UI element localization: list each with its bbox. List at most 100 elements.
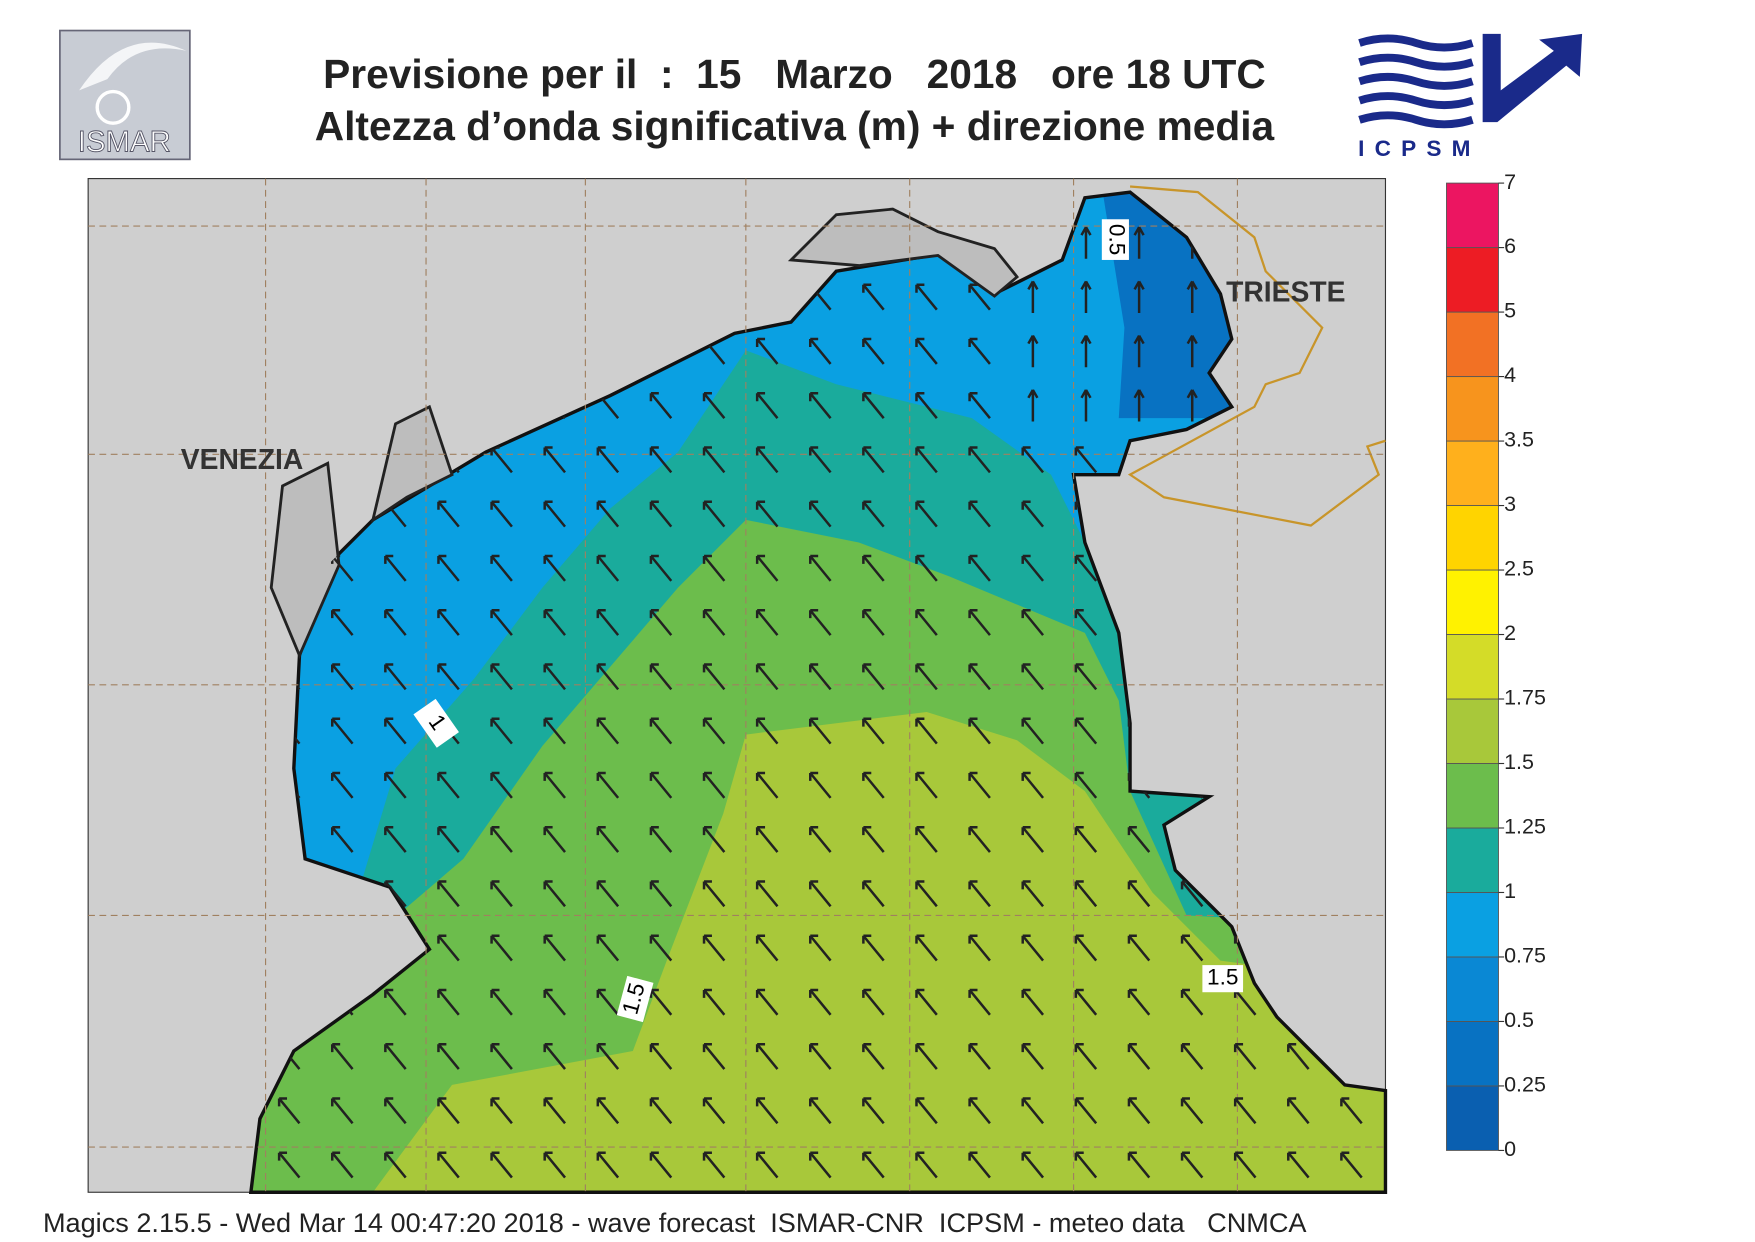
arrow	[1027, 280, 1039, 314]
arrow	[490, 609, 513, 636]
arrow	[649, 663, 673, 691]
arrow	[1127, 1042, 1151, 1070]
arrow	[702, 934, 726, 962]
arrow	[968, 880, 991, 908]
arrow	[1027, 335, 1039, 368]
arrow	[384, 1151, 407, 1179]
arrow	[862, 446, 885, 474]
arrow	[1074, 1151, 1098, 1179]
arrow	[702, 717, 726, 745]
arrow	[809, 771, 832, 799]
arrow	[755, 609, 779, 636]
arrow	[649, 1097, 673, 1125]
arrow	[968, 663, 991, 691]
arrow	[915, 500, 938, 528]
arrow	[490, 717, 513, 745]
arrow	[384, 717, 407, 745]
arrow	[915, 880, 938, 908]
arrow	[1127, 880, 1151, 908]
arrow	[596, 880, 620, 908]
arrow	[809, 934, 832, 962]
colorbar-label: 0.75	[1504, 944, 1546, 968]
colorbar-label: 2.5	[1504, 557, 1534, 581]
arrow	[809, 1151, 832, 1179]
arrow	[862, 988, 885, 1016]
arrow	[915, 609, 938, 636]
arrow	[1021, 609, 1045, 636]
arrow	[862, 609, 885, 636]
place-label: VENEZIA	[181, 443, 303, 475]
arrow	[1180, 988, 1204, 1016]
arrow	[1133, 280, 1145, 314]
arrow	[755, 880, 779, 908]
logo-text: ICPSM	[1358, 136, 1480, 161]
arrow	[702, 825, 726, 853]
arrow	[1080, 280, 1092, 314]
arrow	[543, 988, 566, 1016]
label-box	[413, 698, 459, 748]
arrow	[915, 446, 938, 474]
arrow	[277, 1097, 301, 1125]
colorbar-bin	[1446, 1021, 1499, 1087]
arrow	[1074, 717, 1098, 745]
arrow	[649, 771, 673, 799]
arrow	[1180, 934, 1204, 962]
arrow	[543, 663, 566, 691]
colorbar-label: 3.5	[1504, 428, 1534, 452]
arrow	[809, 1097, 832, 1125]
arrow	[1021, 825, 1045, 853]
colorbar-label: 6	[1504, 234, 1516, 258]
colorbar-bin	[1446, 698, 1499, 764]
colorbar-bin	[1446, 505, 1499, 571]
arrow	[437, 663, 460, 691]
arrow	[1133, 335, 1145, 368]
colorbar-label: 2	[1504, 621, 1516, 645]
place-label: TRIESTE	[1226, 276, 1345, 308]
arrow	[1021, 934, 1045, 962]
arrow	[862, 934, 885, 962]
arrow	[702, 663, 726, 691]
arrow	[702, 554, 726, 582]
arrow	[330, 717, 354, 745]
arrow	[543, 1151, 566, 1179]
colorbar-label: 0.25	[1504, 1073, 1546, 1097]
colorbar-label: 1.25	[1504, 815, 1546, 839]
arrow	[968, 500, 991, 528]
colorbar-bin	[1446, 956, 1499, 1022]
arrow	[1233, 1151, 1257, 1179]
colorbar-label: 1.75	[1504, 686, 1546, 710]
arrow	[1127, 934, 1151, 962]
arrow	[968, 554, 991, 582]
arrow	[1287, 1042, 1310, 1070]
arrow	[1080, 389, 1092, 422]
arrow	[1287, 1097, 1310, 1125]
arrow	[596, 1151, 620, 1179]
contour-label: 1	[413, 698, 459, 748]
arrow	[755, 337, 779, 365]
arrow	[1127, 1097, 1151, 1125]
arrow	[915, 825, 938, 853]
arrow	[1233, 1097, 1257, 1125]
arrow	[862, 825, 885, 853]
arrow	[384, 1097, 407, 1125]
arrow	[596, 934, 620, 962]
colorbar-label: 0	[1504, 1137, 1516, 1161]
arrow	[596, 446, 620, 474]
arrow	[543, 880, 566, 908]
arrow	[1074, 609, 1098, 636]
contour-value: 1.5	[1207, 965, 1238, 990]
arrow	[649, 392, 673, 419]
arrow	[862, 554, 885, 582]
arrow	[915, 663, 938, 691]
arrow	[1021, 500, 1045, 528]
arrow	[437, 554, 460, 582]
arrow	[915, 1151, 938, 1179]
arrow	[755, 663, 779, 691]
arrow	[1186, 389, 1198, 422]
arrow	[1127, 1151, 1151, 1179]
arrow	[437, 988, 460, 1016]
arrow	[437, 1151, 460, 1179]
arrow	[702, 880, 726, 908]
arrow	[1287, 1151, 1310, 1179]
colorbar-bin	[1446, 827, 1499, 893]
